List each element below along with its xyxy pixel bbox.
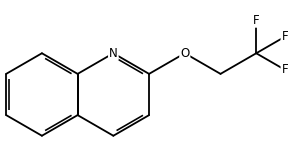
Text: F: F: [281, 30, 288, 43]
Text: O: O: [180, 47, 189, 60]
Text: F: F: [253, 14, 260, 27]
Text: F: F: [281, 63, 288, 76]
Text: N: N: [109, 47, 118, 60]
